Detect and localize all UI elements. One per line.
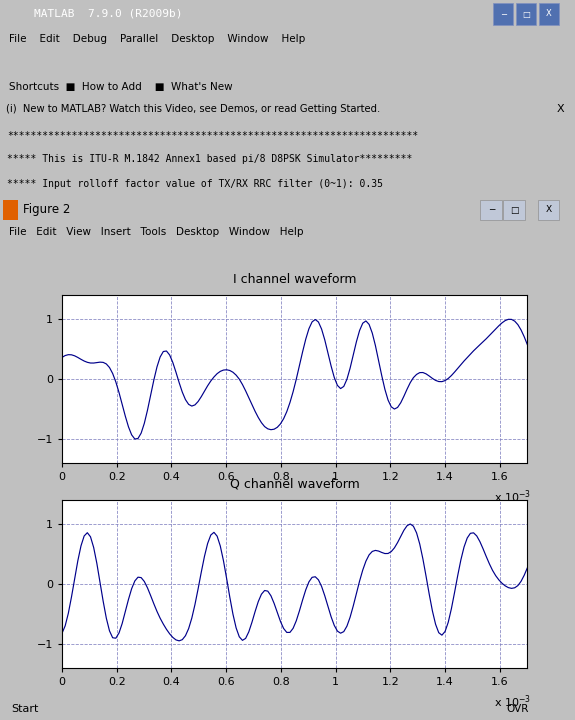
Text: MATLAB  7.9.0 (R2009b): MATLAB 7.9.0 (R2009b) [34, 9, 183, 19]
Bar [480, 200, 502, 220]
Text: ***** This is ITU-R M.1842 Annex1 based pi/8 D8PSK Simulator*********: ***** This is ITU-R M.1842 Annex1 based … [7, 154, 412, 164]
Text: Start: Start [12, 704, 39, 714]
Bar [516, 3, 536, 25]
Text: ─: ─ [489, 205, 494, 215]
Text: X: X [546, 205, 552, 215]
Bar [503, 200, 525, 220]
Text: □: □ [511, 205, 519, 215]
Text: I channel waveform: I channel waveform [233, 273, 356, 286]
Bar [539, 3, 559, 25]
Text: ***** Input rolloff factor value of TX/RX RRC filter (0~1): 0.35: ***** Input rolloff factor value of TX/R… [7, 179, 383, 189]
Text: ─: ─ [501, 9, 505, 19]
Text: X: X [557, 104, 565, 114]
Text: Shortcuts  ■  How to Add    ■  What's New: Shortcuts ■ How to Add ■ What's New [9, 82, 232, 92]
Text: Figure 2: Figure 2 [23, 204, 70, 217]
Text: **********************************************************************: ****************************************… [7, 130, 418, 140]
Text: File   Edit   View   Insert   Tools   Desktop   Window   Help: File Edit View Insert Tools Desktop Wind… [9, 227, 303, 237]
Text: File    Edit    Debug    Parallel    Desktop    Window    Help: File Edit Debug Parallel Desktop Window … [9, 34, 305, 44]
Bar [3, 200, 18, 220]
Text: X: X [546, 9, 552, 19]
Text: □: □ [522, 9, 530, 19]
Text: (i)  New to MATLAB? Watch this Video, see Demos, or read Getting Started.: (i) New to MATLAB? Watch this Video, see… [6, 104, 380, 114]
Bar [493, 3, 513, 25]
Text: x 10$^{-3}$: x 10$^{-3}$ [494, 488, 532, 505]
Text: OVR: OVR [506, 704, 528, 714]
Text: x 10$^{-3}$: x 10$^{-3}$ [494, 693, 532, 710]
Bar [538, 200, 559, 220]
Text: Q channel waveform: Q channel waveform [229, 477, 359, 490]
